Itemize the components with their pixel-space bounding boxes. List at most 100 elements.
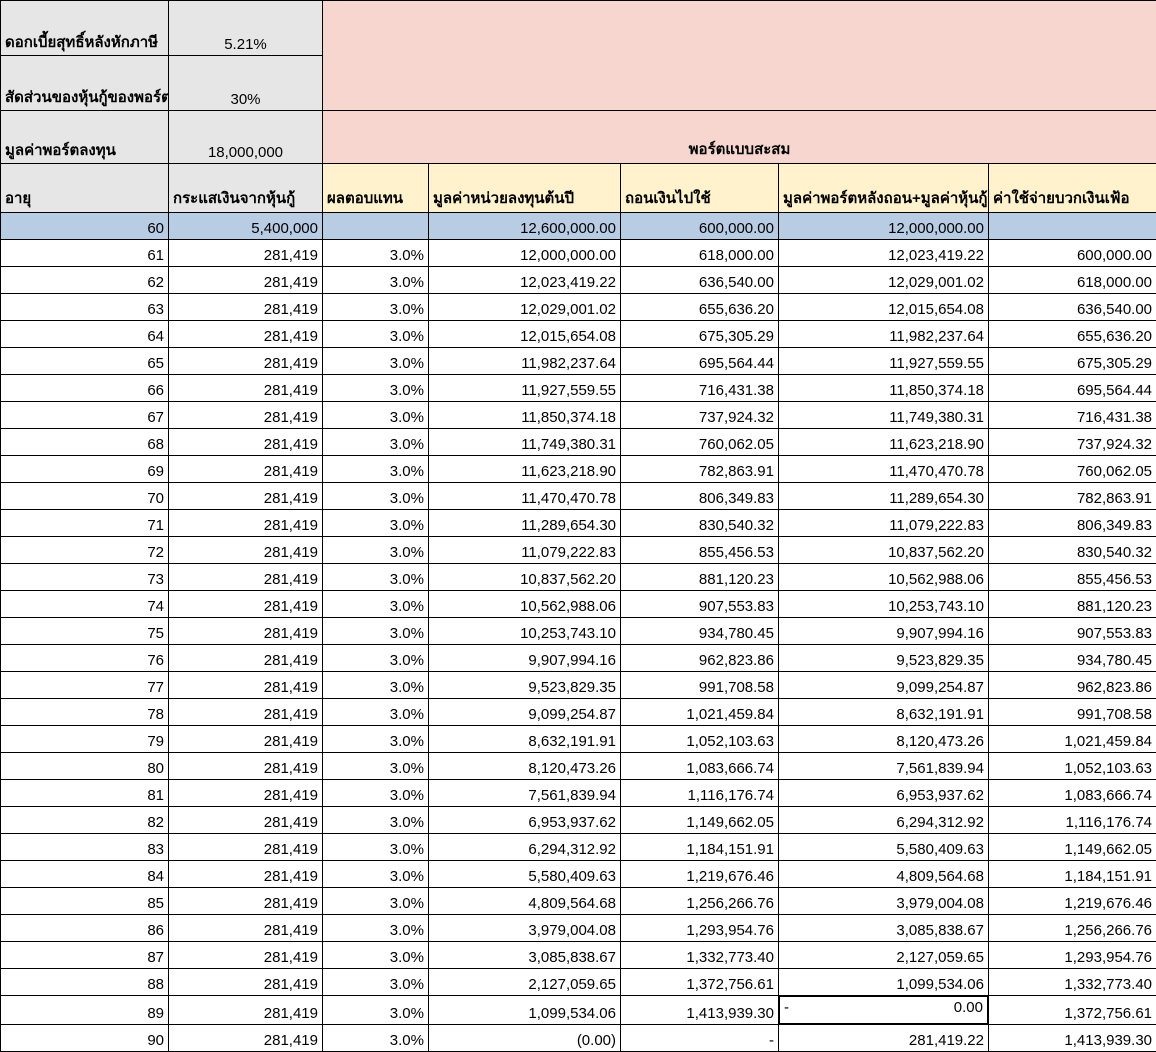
cell-age[interactable]: 85 (1, 888, 169, 915)
cell-after[interactable]: 11,623,218.90 (779, 429, 989, 456)
cell-expense[interactable]: 1,116,176.74 (989, 807, 1156, 834)
cell-return[interactable]: 3.0% (323, 564, 429, 591)
cell-return[interactable]: 3.0% (323, 996, 429, 1025)
cell-unitvalue[interactable]: 1,099,534.06 (429, 996, 621, 1025)
cell-after[interactable]: 11,982,237.64 (779, 321, 989, 348)
cell-return[interactable]: 3.0% (323, 834, 429, 861)
cell-age[interactable]: 87 (1, 942, 169, 969)
cell-expense[interactable]: 1,332,773.40 (989, 969, 1156, 996)
cell-age[interactable]: 80 (1, 753, 169, 780)
cell-expense[interactable]: 1,184,151.91 (989, 861, 1156, 888)
cell-return[interactable]: 3.0% (323, 321, 429, 348)
cell-after[interactable]: 7,561,839.94 (779, 753, 989, 780)
cell-return[interactable]: 3.0% (323, 699, 429, 726)
cell-expense[interactable]: 636,540.00 (989, 294, 1156, 321)
cell-age[interactable]: 78 (1, 699, 169, 726)
cell-unitvalue[interactable]: 5,580,409.63 (429, 861, 621, 888)
cell-withdraw[interactable]: 1,149,662.05 (621, 807, 779, 834)
cell-return[interactable]: 3.0% (323, 618, 429, 645)
cell-after[interactable]: 9,523,829.35 (779, 645, 989, 672)
cell-expense[interactable]: 1,149,662.05 (989, 834, 1156, 861)
cell-withdraw[interactable]: 636,540.00 (621, 267, 779, 294)
cell-expense[interactable]: 962,823.86 (989, 672, 1156, 699)
table-row[interactable]: 78281,4193.0%9,099,254.871,021,459.848,6… (1, 699, 1156, 726)
table-row[interactable]: 71281,4193.0%11,289,654.30830,540.3211,0… (1, 510, 1156, 537)
cell-return[interactable]: 3.0% (323, 591, 429, 618)
cell-withdraw[interactable]: 1,256,266.76 (621, 888, 779, 915)
cell-after[interactable]: 8,632,191.91 (779, 699, 989, 726)
cell-unitvalue[interactable]: 10,562,988.06 (429, 591, 621, 618)
cell-after[interactable]: 3,085,838.67 (779, 915, 989, 942)
cell-cashflow[interactable]: 281,419 (169, 510, 323, 537)
cell-age[interactable]: 82 (1, 807, 169, 834)
table-row[interactable]: 88281,4193.0%2,127,059.651,372,756.611,0… (1, 969, 1156, 996)
cell-expense[interactable]: 600,000.00 (989, 240, 1156, 267)
cell-after[interactable]: 9,907,994.16 (779, 618, 989, 645)
table-row[interactable]: 63281,4193.0%12,029,001.02655,636.2012,0… (1, 294, 1156, 321)
cell-expense[interactable]: 907,553.83 (989, 618, 1156, 645)
cell-unitvalue[interactable]: 10,837,562.20 (429, 564, 621, 591)
cell-age[interactable]: 66 (1, 375, 169, 402)
cell-expense[interactable]: 655,636.20 (989, 321, 1156, 348)
cell-age[interactable]: 81 (1, 780, 169, 807)
table-row[interactable]: 84281,4193.0%5,580,409.631,219,676.464,8… (1, 861, 1156, 888)
table-row[interactable]: 69281,4193.0%11,623,218.90782,863.9111,4… (1, 456, 1156, 483)
cell-withdraw[interactable]: 991,708.58 (621, 672, 779, 699)
cell-expense[interactable]: 1,083,666.74 (989, 780, 1156, 807)
table-row[interactable]: 77281,4193.0%9,523,829.35991,708.589,099… (1, 672, 1156, 699)
cell-cashflow[interactable]: 281,419 (169, 699, 323, 726)
cell-withdraw[interactable]: 1,219,676.46 (621, 861, 779, 888)
cell-unitvalue[interactable]: 7,561,839.94 (429, 780, 621, 807)
cell-return[interactable]: 3.0% (323, 267, 429, 294)
cell-unitvalue[interactable]: 8,120,473.26 (429, 753, 621, 780)
cell-withdraw[interactable]: 760,062.05 (621, 429, 779, 456)
cell-after[interactable]: 12,023,419.22 (779, 240, 989, 267)
cell-unitvalue[interactable]: 3,979,004.08 (429, 915, 621, 942)
table-row[interactable]: 90281,4193.0%(0.00) - 281,419.221,413,93… (1, 1025, 1156, 1052)
cell-unitvalue[interactable]: 9,099,254.87 (429, 699, 621, 726)
cell-age[interactable]: 76 (1, 645, 169, 672)
cell-after[interactable]: 3,979,004.08 (779, 888, 989, 915)
cell-expense[interactable]: 934,780.45 (989, 645, 1156, 672)
cell-unitvalue[interactable]: 10,253,743.10 (429, 618, 621, 645)
cell-cashflow[interactable]: 281,419 (169, 915, 323, 942)
cell-unitvalue[interactable]: 4,809,564.68 (429, 888, 621, 915)
cell-return[interactable]: 3.0% (323, 753, 429, 780)
cell-after[interactable]: 11,079,222.83 (779, 510, 989, 537)
cell-withdraw[interactable]: 907,553.83 (621, 591, 779, 618)
cell-cashflow[interactable]: 281,419 (169, 564, 323, 591)
cell-cashflow[interactable]: 281,419 (169, 429, 323, 456)
cell-after[interactable]: 5,580,409.63 (779, 834, 989, 861)
cell-after[interactable]: 11,927,559.55 (779, 348, 989, 375)
cell-age[interactable]: 65 (1, 348, 169, 375)
table-row[interactable]: 79281,4193.0%8,632,191.911,052,103.638,1… (1, 726, 1156, 753)
cell-after[interactable]: 8,120,473.26 (779, 726, 989, 753)
cell-withdraw[interactable]: 1,184,151.91 (621, 834, 779, 861)
cell-return[interactable]: 3.0% (323, 726, 429, 753)
cell-age[interactable]: 61 (1, 240, 169, 267)
cell-withdraw[interactable]: 934,780.45 (621, 618, 779, 645)
cell-expense[interactable]: 1,256,266.76 (989, 915, 1156, 942)
cell-expense[interactable]: 675,305.29 (989, 348, 1156, 375)
cell-cashflow[interactable]: 281,419 (169, 348, 323, 375)
cell-unitvalue[interactable]: 11,982,237.64 (429, 348, 621, 375)
param-value-ratio[interactable]: 30% (169, 56, 323, 111)
table-row[interactable]: 66281,4193.0%11,927,559.55716,431.3811,8… (1, 375, 1156, 402)
cell-unitvalue[interactable]: 11,079,222.83 (429, 537, 621, 564)
cell-return[interactable]: 3.0% (323, 807, 429, 834)
cell-unitvalue[interactable]: 9,523,829.35 (429, 672, 621, 699)
cell-after[interactable]: 11,749,380.31 (779, 402, 989, 429)
cell-return[interactable]: 3.0% (323, 969, 429, 996)
cell-return[interactable]: 3.0% (323, 456, 429, 483)
cell-after[interactable]: 10,562,988.06 (779, 564, 989, 591)
cell-expense[interactable]: 1,293,954.76 (989, 942, 1156, 969)
cell-return[interactable]: 3.0% (323, 1025, 429, 1052)
cell-unitvalue[interactable]: 12,000,000.00 (429, 240, 621, 267)
cell-cashflow[interactable]: 281,419 (169, 402, 323, 429)
cell-expense[interactable]: 855,456.53 (989, 564, 1156, 591)
cell-cashflow[interactable]: 281,419 (169, 969, 323, 996)
cell-after[interactable]: 11,470,470.78 (779, 456, 989, 483)
cell-age[interactable]: 63 (1, 294, 169, 321)
cell-age[interactable]: 84 (1, 861, 169, 888)
cell-withdraw[interactable]: 1,413,939.30 (621, 996, 779, 1025)
